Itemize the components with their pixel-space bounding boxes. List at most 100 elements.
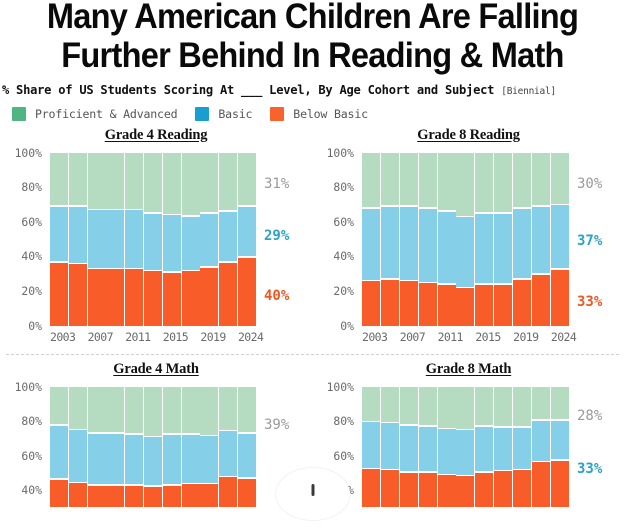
stacked-bar[interactable] [68, 386, 87, 507]
stacked-bar[interactable] [532, 152, 551, 326]
bar-segment-green [475, 152, 494, 213]
stacked-bar[interactable] [418, 152, 437, 326]
stacked-bar[interactable] [162, 152, 181, 326]
stacked-bar[interactable] [550, 152, 569, 326]
page-title: Many American Children Are Falling Furth… [22, 0, 603, 74]
bar-segment-divider [550, 419, 569, 421]
stacked-bar[interactable] [237, 152, 256, 326]
bar-segment-divider [106, 432, 125, 434]
bar-segment-divider [362, 279, 380, 282]
stacked-bar[interactable] [87, 152, 106, 326]
stacked-bar[interactable] [494, 152, 513, 326]
x-axis-tick: 2019 [513, 329, 539, 344]
stacked-bar[interactable] [125, 152, 144, 326]
stacked-bar[interactable] [50, 152, 68, 326]
bar-segment-orange [87, 485, 106, 507]
stacked-bar[interactable] [200, 386, 219, 507]
bar-segment-divider [532, 273, 551, 275]
bar-segment-blue [362, 422, 380, 468]
stacked-bar[interactable] [106, 386, 125, 507]
stacked-bar[interactable] [437, 152, 456, 326]
bar-segment-divider [87, 267, 106, 270]
x-axis-tick: . [144, 330, 162, 344]
stacked-bar[interactable] [456, 152, 475, 326]
stacked-bar[interactable] [219, 152, 238, 326]
legend-item-below-basic[interactable]: Below Basic [270, 106, 368, 121]
stacked-bar[interactable] [513, 386, 532, 507]
y-axis-grade-8-reading: 100% 80% 60% 40% 20% 0% [312, 146, 358, 333]
stacked-bar[interactable] [532, 386, 551, 507]
bar-segment-green [456, 386, 475, 429]
stacked-bar[interactable] [513, 152, 532, 326]
stacked-bar[interactable] [50, 386, 68, 507]
stacked-bar[interactable] [106, 152, 125, 326]
bar-segment-divider [513, 468, 532, 471]
bar-segment-divider [181, 482, 200, 485]
stacked-bar[interactable] [162, 386, 181, 507]
chart-row-reading: Grade 4 Reading 100% 80% 60% 40% 20% 0% 2003.… [0, 121, 625, 348]
bar-segment-blue [219, 431, 238, 476]
stacked-bar[interactable] [181, 386, 200, 507]
header: Many American Children Are Falling Furth… [0, 0, 625, 97]
stacked-bar[interactable] [380, 152, 399, 326]
x-axis-tick: 2024 [550, 329, 577, 344]
bar-segment-divider [362, 467, 380, 470]
y-axis-tick: 80% [333, 180, 354, 195]
stacked-bar[interactable] [362, 152, 380, 326]
legend-item-basic[interactable]: Basic [195, 106, 252, 121]
stacked-bar[interactable] [87, 386, 106, 507]
legend-item-proficient[interactable]: Proficient & Advanced [12, 106, 178, 121]
bar-segment-green [237, 152, 256, 206]
bar-segment-divider [399, 279, 418, 282]
stacked-bar[interactable] [200, 152, 219, 326]
stacked-bar[interactable] [550, 386, 569, 507]
legend-swatch-icon-below-basic [270, 106, 285, 121]
panel-divider [6, 353, 619, 355]
bar-segment-divider [475, 425, 494, 427]
stacked-bar[interactable] [125, 386, 144, 507]
stacked-bar[interactable] [418, 386, 437, 507]
bar-segment-divider [200, 434, 219, 437]
bar-segment-orange [219, 262, 238, 326]
stacked-bar[interactable] [237, 386, 256, 507]
stacked-bar[interactable] [219, 386, 238, 507]
bar-segment-divider [475, 283, 494, 285]
y-axis-tick: 0% [28, 318, 42, 333]
stacked-bar[interactable] [456, 386, 475, 507]
panel-grade-4-math: Grade 4 Math 100% 80% 60% 40% 39% [0, 355, 312, 507]
y-axis-tick: 40% [21, 483, 42, 498]
stacked-bar[interactable] [475, 152, 494, 326]
bar-segment-divider [494, 469, 513, 472]
stacked-bar[interactable] [380, 386, 399, 507]
legend: Proficient & Advanced Basic Below Basic [0, 97, 625, 121]
bar-segment-divider [106, 267, 125, 270]
bar-segment-blue [399, 425, 418, 472]
bar-segment-orange [125, 269, 144, 326]
bar-segment-blue [418, 208, 437, 282]
bar-segment-orange [87, 269, 106, 326]
stacked-bar[interactable] [399, 152, 418, 326]
stacked-bar[interactable] [494, 386, 513, 507]
bar-segment-orange [219, 477, 238, 507]
home-indicator[interactable] [311, 483, 314, 496]
stacked-bar[interactable] [68, 152, 87, 326]
stacked-bar[interactable] [475, 386, 494, 507]
bar-segment-green [162, 386, 181, 434]
stacked-bar[interactable] [437, 386, 456, 507]
panel-title-grade-8-math: Grade 8 Math [425, 360, 512, 377]
stacked-bar[interactable] [181, 152, 200, 326]
stacked-bar[interactable] [143, 152, 162, 326]
stacked-bar[interactable] [399, 386, 418, 507]
x-axis-tick: 2003 [50, 329, 76, 344]
bar-segment-divider [513, 278, 532, 280]
stacked-bar[interactable] [143, 386, 162, 507]
bar-segment-divider [494, 212, 513, 214]
x-axis-tick: 2007 [87, 329, 114, 344]
bar-segment-blue [50, 425, 68, 479]
plot-grade-8-math: 100%80%60%40% 28%33% [312, 380, 625, 507]
stacked-bar[interactable] [362, 386, 380, 507]
bar-segment-divider [532, 460, 551, 463]
bar-segment-divider [532, 205, 551, 207]
bar-segment-orange [475, 284, 494, 326]
